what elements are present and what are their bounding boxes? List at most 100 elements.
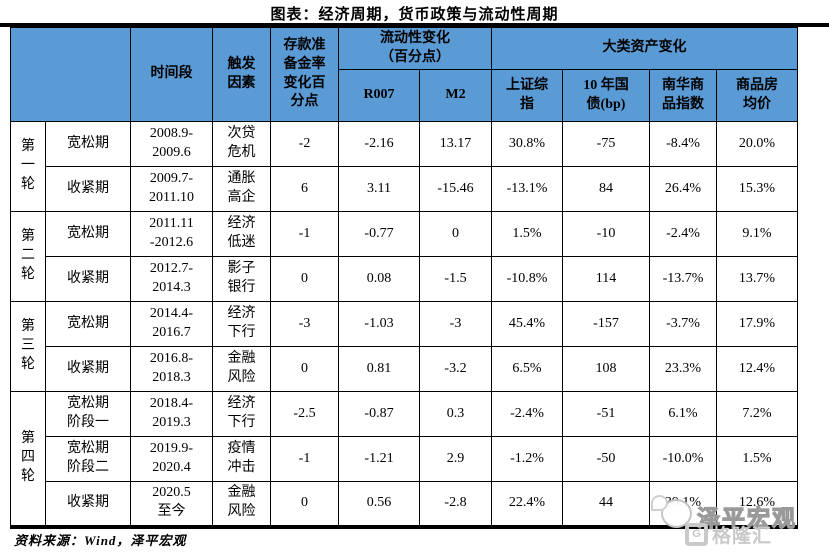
value-cell-m2: -15.46 [419, 166, 492, 212]
value-cell-rrr: -2.5 [270, 391, 339, 437]
value-cell-bond: -75 [562, 121, 650, 167]
value-cell-nanhua: -3.7% [649, 301, 717, 347]
phase-cell: 收紧期 [45, 256, 131, 302]
header-time-period: 时间段 [130, 27, 213, 122]
table-row: 宽松期 阶段二 2019.9- 2020.4 疫情 冲击 -1 -1.21 2.… [11, 436, 798, 482]
header-m2: M2 [419, 69, 492, 122]
value-cell-bond: -157 [562, 301, 650, 347]
period-cell: 2011.11 -2012.6 [130, 211, 213, 257]
value-cell-m2: -3.2 [419, 346, 492, 392]
round-cell: 第 四 轮 [10, 391, 46, 527]
value-cell-rrr: -2 [270, 121, 339, 167]
phase-cell: 宽松期 阶段一 [45, 391, 131, 437]
corner-header-cell [10, 27, 131, 122]
value-cell-r007: -1.03 [338, 301, 420, 347]
phase-cell: 宽松期 [45, 121, 131, 167]
value-cell-nanhua: -13.7% [649, 256, 717, 302]
trigger-cell: 经济 下行 [212, 301, 271, 347]
trigger-cell: 次贷 危机 [212, 121, 271, 167]
period-cell: 2014.4- 2016.7 [130, 301, 213, 347]
table-row: 收紧期 2012.7- 2014.3 影子 银行 0 0.08 -1.5 -10… [11, 256, 798, 302]
header-sse-composite: 上证综 指 [491, 69, 563, 122]
phase-cell: 宽松期 [45, 211, 131, 257]
header-rrr-change: 存款准 备金率 变化百 分点 [270, 27, 339, 122]
value-cell-r007: -0.87 [338, 391, 420, 437]
phase-cell: 收紧期 [45, 346, 131, 392]
period-cell: 2009.7- 2011.10 [130, 166, 213, 212]
table-row: 收紧期 2016.8- 2018.3 金融 风险 0 0.81 -3.2 6.5… [11, 346, 798, 392]
watermark-platform: G 格隆汇 [685, 521, 772, 548]
value-cell-sse: 6.5% [491, 346, 563, 392]
value-cell-rrr: -1 [270, 436, 339, 482]
value-cell-m2: -3 [419, 301, 492, 347]
phase-cell: 宽松期 阶段二 [45, 436, 131, 482]
value-cell-housing: 9.1% [716, 211, 798, 257]
header-asset-group: 大类资产变化 [491, 27, 798, 70]
value-cell-m2: -1.5 [419, 256, 492, 302]
value-cell-r007: 0.56 [338, 481, 420, 527]
value-cell-bond: -51 [562, 391, 650, 437]
value-cell-r007: 3.11 [338, 166, 420, 212]
value-cell-sse: -10.8% [491, 256, 563, 302]
round-cell: 第 二 轮 [10, 211, 46, 302]
value-cell-r007: -2.16 [338, 121, 420, 167]
period-cell: 2016.8- 2018.3 [130, 346, 213, 392]
value-cell-rrr: 0 [270, 346, 339, 392]
value-cell-m2: 0 [419, 211, 492, 257]
top-rule [0, 23, 829, 27]
table-header: 时间段 触发 因素 存款准 备金率 变化百 分点 流动性变化 （百分点） 大类资… [10, 27, 798, 122]
value-cell-rrr: 0 [270, 481, 339, 527]
phase-cell: 收紧期 [45, 481, 131, 527]
table-row: 收紧期 2020.5 至今 金融 风险 0 0.56 -2.8 22.4% 44… [11, 481, 798, 527]
value-cell-sse: 45.4% [491, 301, 563, 347]
trigger-cell: 金融 风险 [212, 346, 271, 392]
value-cell-r007: 0.81 [338, 346, 420, 392]
value-cell-sse: 22.4% [491, 481, 563, 527]
trigger-cell: 经济 下行 [212, 391, 271, 437]
value-cell-bond: -50 [562, 436, 650, 482]
table-row: 第 四 轮 宽松期 阶段一 2018.4- 2019.3 经济 下行 -2.5 … [10, 391, 798, 527]
value-cell-rrr: 0 [270, 256, 339, 302]
platform-name: 格隆汇 [712, 526, 773, 547]
value-cell-bond: 84 [562, 166, 650, 212]
value-cell-nanhua: -2.4% [649, 211, 717, 257]
period-cell: 2008.9- 2009.6 [130, 121, 213, 167]
header-treasury-10y: 10 年国 债(bp) [562, 69, 650, 122]
value-cell-m2: -2.8 [419, 481, 492, 527]
value-cell-housing: 20.0% [716, 121, 798, 167]
value-cell-nanhua: 6.1% [649, 391, 717, 437]
value-cell-housing: 12.4% [716, 346, 798, 392]
value-cell-housing: 17.9% [716, 301, 798, 347]
value-cell-bond: 114 [562, 256, 650, 302]
value-cell-m2: 2.9 [419, 436, 492, 482]
header-housing-avg-price: 商品房 均价 [716, 69, 798, 122]
value-cell-sse: -2.4% [491, 391, 563, 437]
value-cell-nanhua: 26.4% [649, 166, 717, 212]
figure-title: 图表：经济周期，货币政策与流动性周期 [270, 7, 559, 23]
trigger-cell: 金融 风险 [212, 481, 271, 527]
value-cell-r007: -0.77 [338, 211, 420, 257]
header-liquidity-group: 流动性变化 （百分点） [338, 27, 492, 70]
table-row: 第 一 轮 宽松期 2008.9- 2009.6 次贷 危机 -2 -2.16 … [10, 121, 798, 212]
phase-cell: 宽松期 [45, 301, 131, 347]
value-cell-housing: 7.2% [716, 391, 798, 437]
platform-logo-icon: G [685, 523, 708, 546]
value-cell-sse: 1.5% [491, 211, 563, 257]
value-cell-nanhua: -10.0% [649, 436, 717, 482]
header-nanhua-commodity: 南华商 品指数 [649, 69, 717, 122]
value-cell-m2: 0.3 [419, 391, 492, 437]
table-row: 第 二 轮 宽松期 2011.11 -2012.6 经济 低迷 -1 -0.77… [10, 211, 798, 302]
value-cell-bond: 44 [562, 481, 650, 527]
trigger-cell: 通胀 高企 [212, 166, 271, 212]
value-cell-bond: 108 [562, 346, 650, 392]
trigger-cell: 影子 银行 [212, 256, 271, 302]
value-cell-rrr: -3 [270, 301, 339, 347]
watermark-brand: 泽平宏观 [696, 505, 797, 531]
value-cell-nanhua: -8.4% [649, 121, 717, 167]
value-cell-sse: -1.2% [491, 436, 563, 482]
value-cell-sse: 30.8% [491, 121, 563, 167]
value-cell-r007: 0.08 [338, 256, 420, 302]
value-cell-bond: -10 [562, 211, 650, 257]
value-cell-housing: 13.7% [716, 256, 798, 302]
